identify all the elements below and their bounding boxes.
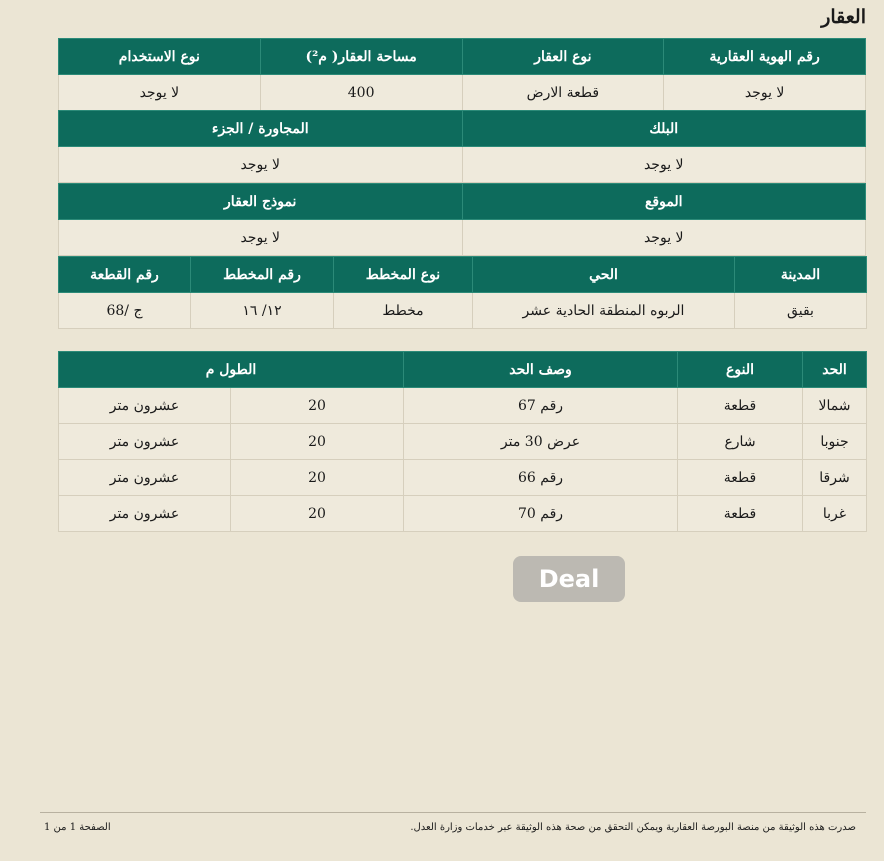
location-table: الموقع نموذج العقار لا يوجد لا يوجد xyxy=(58,183,866,256)
cell-kind: قطعة xyxy=(677,387,803,424)
header-model: نموذج العقار xyxy=(58,183,463,220)
header-neighborhood-part: المجاورة / الجزء xyxy=(58,110,463,147)
page-number: الصفحة 1 من 1 xyxy=(44,822,111,833)
footer-divider xyxy=(40,812,866,813)
header-plan-number: رقم المخطط xyxy=(190,256,334,293)
value-location: لا يوجد xyxy=(461,219,866,256)
value-usage: لا يوجد xyxy=(58,74,261,111)
section-title: العقار xyxy=(821,6,866,28)
value-plan-type: مخطط xyxy=(333,292,473,329)
address-table: المدينة الحي نوع المخطط رقم المخطط رقم ا… xyxy=(58,256,867,329)
cell-length: 20 xyxy=(230,423,404,460)
cell-boundary: جنوبا xyxy=(802,423,867,460)
value-block: لا يوجد xyxy=(461,146,866,183)
header-boundary: الحد xyxy=(802,351,867,388)
cell-length-text: عشرون متر xyxy=(58,495,231,532)
cell-description: عرض 30 متر xyxy=(403,423,678,460)
value-plot-number: ج /68 xyxy=(58,292,191,329)
cell-boundary: شمالا xyxy=(802,387,867,424)
table-row: شمالا قطعة رقم 67 20 عشرون متر xyxy=(58,387,867,424)
header-plot-number: رقم القطعة xyxy=(58,256,191,293)
cell-length: 20 xyxy=(230,459,404,496)
cell-length: 20 xyxy=(230,495,404,532)
header-usage: نوع الاستخدام xyxy=(58,38,261,75)
header-plan-type: نوع المخطط xyxy=(333,256,473,293)
cell-boundary: شرقا xyxy=(802,459,867,496)
cell-description: رقم 66 xyxy=(403,459,678,496)
value-district: الربوه المنطقة الحادية عشر xyxy=(472,292,735,329)
header-area: مساحة العقار( م²) xyxy=(259,38,463,75)
header-district: الحي xyxy=(472,256,735,293)
table-row: شرقا قطعة رقم 66 20 عشرون متر xyxy=(58,459,867,496)
value-type: قطعة الارض xyxy=(461,74,665,111)
watermark-logo: Deal xyxy=(513,556,625,602)
boundaries-table: الحد النوع وصف الحد الطول م شمالا قطعة ر… xyxy=(58,351,867,532)
header-location: الموقع xyxy=(461,183,866,220)
header-length: الطول م xyxy=(58,351,404,388)
header-type: نوع العقار xyxy=(461,38,665,75)
cell-description: رقم 70 xyxy=(403,495,678,532)
cell-length-text: عشرون متر xyxy=(58,423,231,460)
footer-note: صدرت هذه الوثيقة من منصة البورصة العقاري… xyxy=(410,822,856,833)
value-area: 400 xyxy=(259,74,463,111)
cell-length: 20 xyxy=(230,387,404,424)
cell-length-text: عشرون متر xyxy=(58,387,231,424)
cell-boundary: غربا xyxy=(802,495,867,532)
value-neighborhood-part: لا يوجد xyxy=(58,146,463,183)
header-city: المدينة xyxy=(734,256,867,293)
cell-kind: شارع xyxy=(677,423,803,460)
header-block: البلك xyxy=(461,110,866,147)
value-id: لا يوجد xyxy=(663,74,866,111)
cell-description: رقم 67 xyxy=(403,387,678,424)
header-id: رقم الهوية العقارية xyxy=(663,38,866,75)
block-table: البلك المجاورة / الجزء لا يوجد لا يوجد xyxy=(58,110,866,183)
table-row: غربا قطعة رقم 70 20 عشرون متر xyxy=(58,495,867,532)
value-plan-number: ١٢/ ١٦ xyxy=(190,292,334,329)
value-model: لا يوجد xyxy=(58,219,463,256)
table-row: جنوبا شارع عرض 30 متر 20 عشرون متر xyxy=(58,423,867,460)
header-kind: النوع xyxy=(677,351,803,388)
cell-length-text: عشرون متر xyxy=(58,459,231,496)
cell-kind: قطعة xyxy=(677,459,803,496)
value-city: بقيق xyxy=(734,292,867,329)
property-table: رقم الهوية العقارية نوع العقار مساحة الع… xyxy=(58,38,866,111)
cell-kind: قطعة xyxy=(677,495,803,532)
header-description: وصف الحد xyxy=(403,351,678,388)
